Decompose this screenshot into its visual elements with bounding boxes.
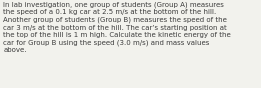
- Text: In lab investigation, one group of students (Group A) measures
the speed of a 0.: In lab investigation, one group of stude…: [3, 1, 231, 53]
